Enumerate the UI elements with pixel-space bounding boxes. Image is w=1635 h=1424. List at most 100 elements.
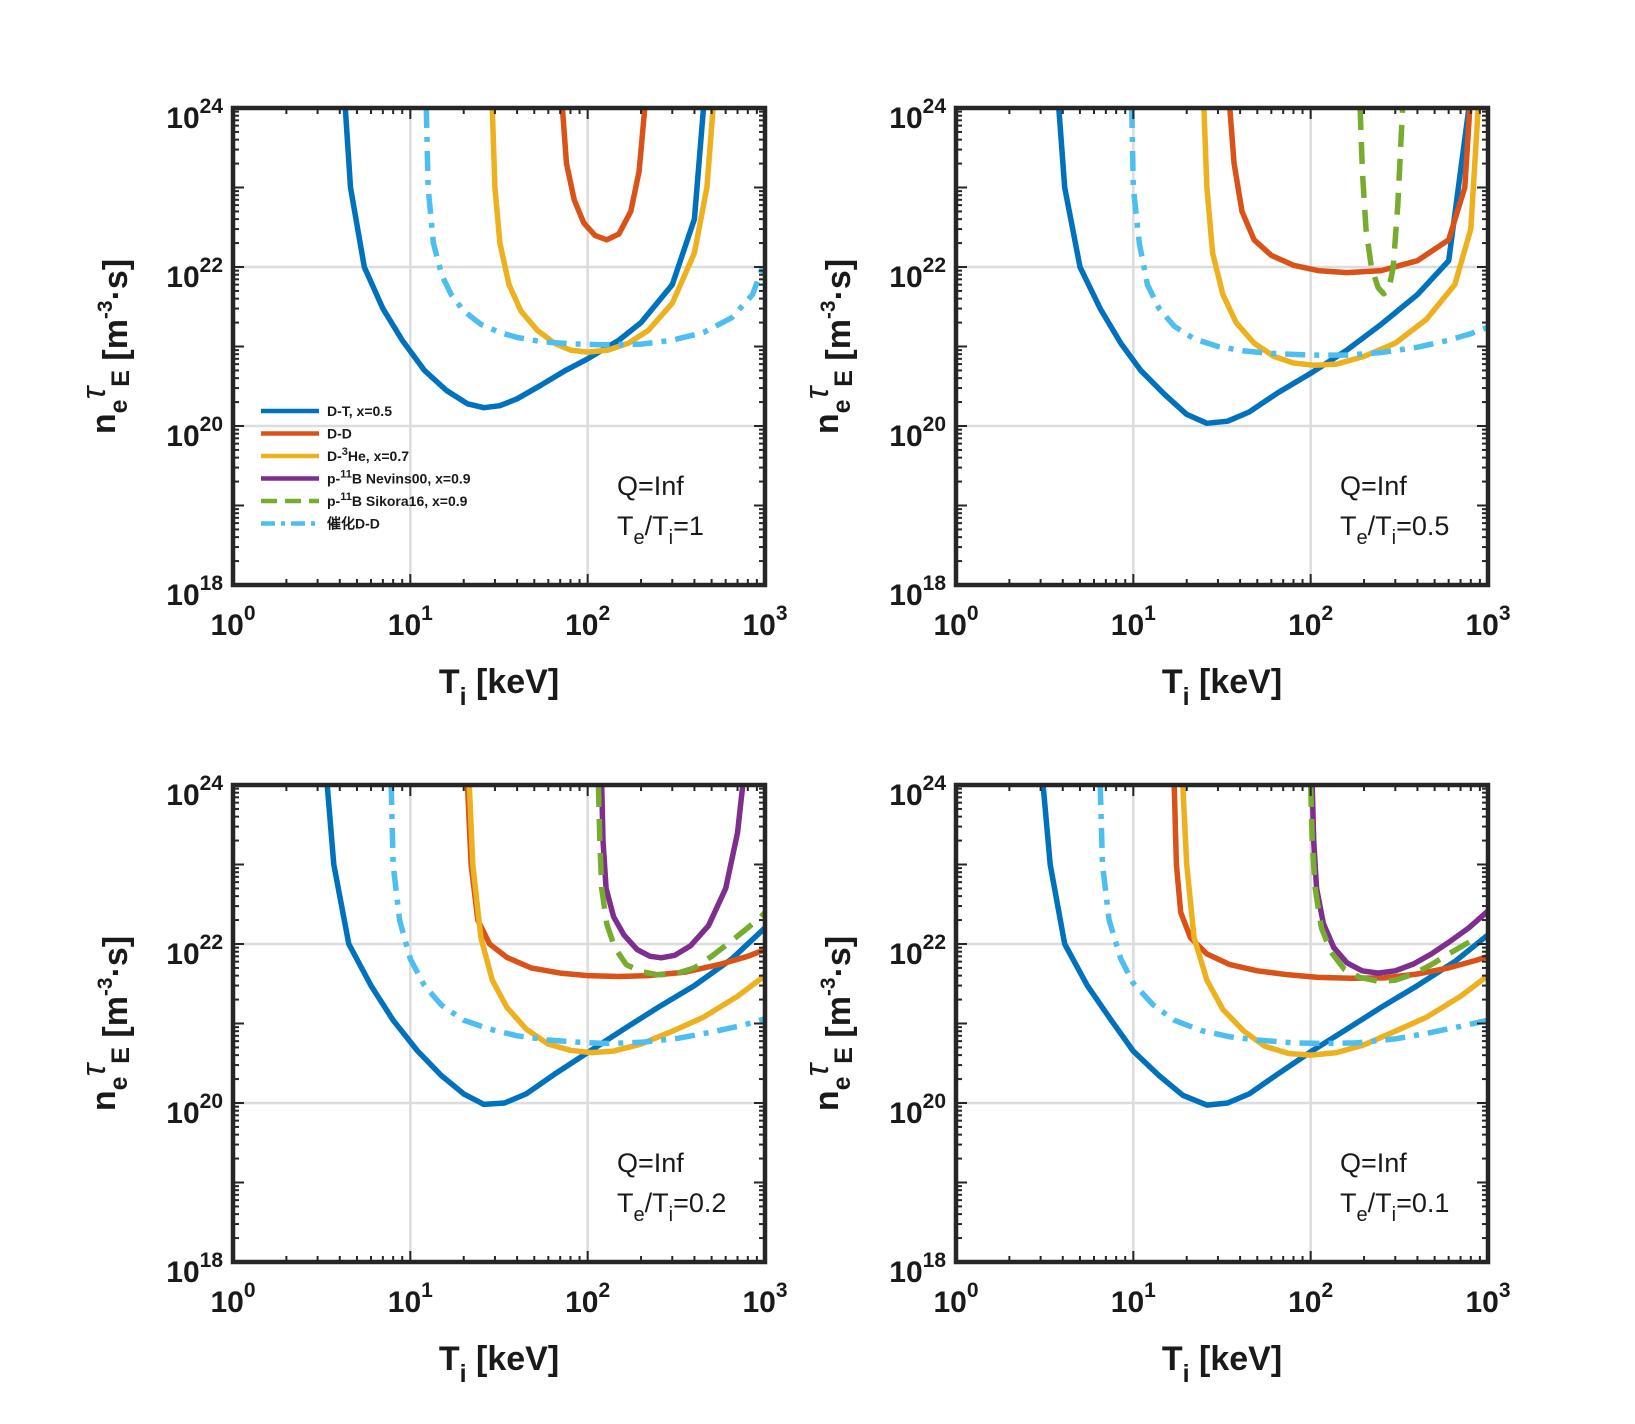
y-tick-label: 1024: [889, 772, 946, 812]
series-line: [466, 785, 765, 1056]
tick-base: 10: [933, 609, 966, 642]
y-tick-label: 1024: [889, 95, 946, 135]
tick-exponent: 1: [421, 1279, 433, 1302]
legend-label: p-11B Nevins00, x=0.9: [327, 469, 471, 487]
ratio-part: /T: [1368, 511, 1392, 541]
legend-label: p-11B Sikora16, x=0.9: [327, 491, 468, 509]
y-tick-label: 1020: [166, 413, 223, 453]
annotation-q: Q=Inf: [617, 1148, 684, 1178]
annotation-q: Q=Inf: [1340, 1148, 1407, 1178]
tick-exponent: 3: [776, 602, 788, 625]
tick-base: 10: [889, 261, 922, 294]
ratio-part: =0.1: [1396, 1188, 1449, 1218]
x-axis-label: Ti [keV]: [1162, 663, 1282, 711]
tick-base: 10: [166, 779, 199, 812]
label-part: [keV]: [1190, 1340, 1283, 1378]
y-tick-label: 1020: [889, 1090, 946, 1130]
ratio-subscript: e: [1357, 527, 1368, 549]
label-subscript: i: [460, 1360, 467, 1388]
tick-exponent: 3: [1499, 602, 1511, 625]
y-tick-label: 1024: [166, 95, 223, 135]
legend-text: B Sikora16, x=0.9: [352, 493, 468, 509]
legend-label: 催化D-D: [327, 516, 380, 532]
label-part: [m: [820, 319, 858, 370]
tick-base: 10: [166, 420, 199, 453]
label-part: ·s]: [97, 259, 135, 301]
series-line: [1227, 108, 1473, 276]
x-tick-label: 102: [1288, 1279, 1333, 1319]
label-part: T: [1162, 663, 1183, 701]
label-tau: τ: [75, 384, 113, 399]
tick-exponent: 24: [923, 95, 947, 118]
ratio-subscript: i: [1392, 527, 1396, 549]
tick-exponent: 1: [1144, 1279, 1156, 1302]
annotation-q: Q=Inf: [1340, 471, 1407, 501]
label-part: ·s]: [820, 259, 858, 301]
x-tick-label: 102: [565, 1279, 610, 1319]
tick-exponent: 22: [200, 254, 223, 277]
x-axis-label: Ti [keV]: [439, 663, 559, 711]
y-tick-label: 1022: [889, 254, 946, 294]
tick-exponent: 24: [200, 95, 224, 118]
series-line: [388, 785, 765, 1047]
tick-base: 10: [210, 1286, 243, 1319]
tick-base: 10: [565, 609, 598, 642]
series-line: [342, 108, 707, 411]
label-part: [m: [820, 996, 858, 1047]
ratio-part: T: [1340, 511, 1357, 541]
ratio-part: T: [617, 511, 634, 541]
legend-label: D-3He, x=0.7: [327, 446, 409, 464]
y-axis-label: neτE [m-3·s]: [798, 936, 858, 1111]
y-tick-label: 1018: [889, 1249, 946, 1289]
x-tick-label: 100: [210, 602, 255, 642]
series-line: [1097, 785, 1488, 1047]
ratio-part: /T: [645, 511, 669, 541]
legend-text: D-D: [327, 426, 352, 442]
label-part: n: [808, 1090, 846, 1111]
legend-text: 催化D-D: [327, 516, 380, 532]
label-subscript: E: [830, 1047, 858, 1064]
x-tick-label: 103: [742, 602, 787, 642]
label-subscript: i: [460, 683, 467, 711]
tick-base: 10: [1288, 609, 1321, 642]
tick-exponent: 20: [200, 1090, 223, 1113]
tick-exponent: 2: [599, 1279, 611, 1302]
series-line: [1180, 785, 1488, 1058]
tick-exponent: 20: [923, 413, 946, 436]
series-group: [1040, 785, 1488, 1108]
ratio-part: /T: [1368, 1188, 1392, 1218]
ratio-subscript: e: [634, 527, 645, 549]
label-subscript: E: [107, 370, 135, 387]
tick-base: 10: [166, 1097, 199, 1130]
axes-box: [230, 782, 768, 1265]
x-tick-label: 101: [388, 1279, 433, 1319]
y-tick-label: 1024: [166, 772, 223, 812]
tick-base: 10: [166, 102, 199, 135]
y-tick-label: 1022: [166, 931, 223, 971]
legend-label: D-T, x=0.5: [327, 403, 392, 419]
tick-exponent: 0: [967, 602, 979, 625]
x-tick-label: 103: [1465, 602, 1510, 642]
series-line: [423, 108, 765, 348]
x-axis-label: Ti [keV]: [1162, 1340, 1282, 1388]
label-superscript: -3: [94, 977, 117, 996]
tick-base: 10: [388, 1286, 421, 1319]
tick-base: 10: [889, 938, 922, 971]
annotation-ratio: Te/Ti=1: [617, 511, 704, 549]
label-part: ·s]: [820, 936, 858, 978]
annotation-q: Q=Inf: [617, 471, 684, 501]
tick-exponent: 22: [923, 931, 946, 954]
ratio-part: =0.5: [1396, 511, 1449, 541]
annotation-ratio: Te/Ti=0.1: [1340, 1188, 1449, 1226]
legend-text: B Nevins00, x=0.9: [352, 471, 471, 487]
y-tick-label: 1018: [166, 1249, 223, 1289]
y-tick-label: 1018: [166, 572, 223, 612]
legend-text: p-: [327, 471, 341, 487]
tick-exponent: 3: [1499, 1279, 1511, 1302]
label-part: [keV]: [467, 663, 560, 701]
label-part: [m: [97, 319, 135, 370]
ratio-subscript: e: [1357, 1204, 1368, 1226]
tick-base: 10: [1465, 1286, 1498, 1319]
ratio-subscript: i: [1392, 1204, 1396, 1226]
